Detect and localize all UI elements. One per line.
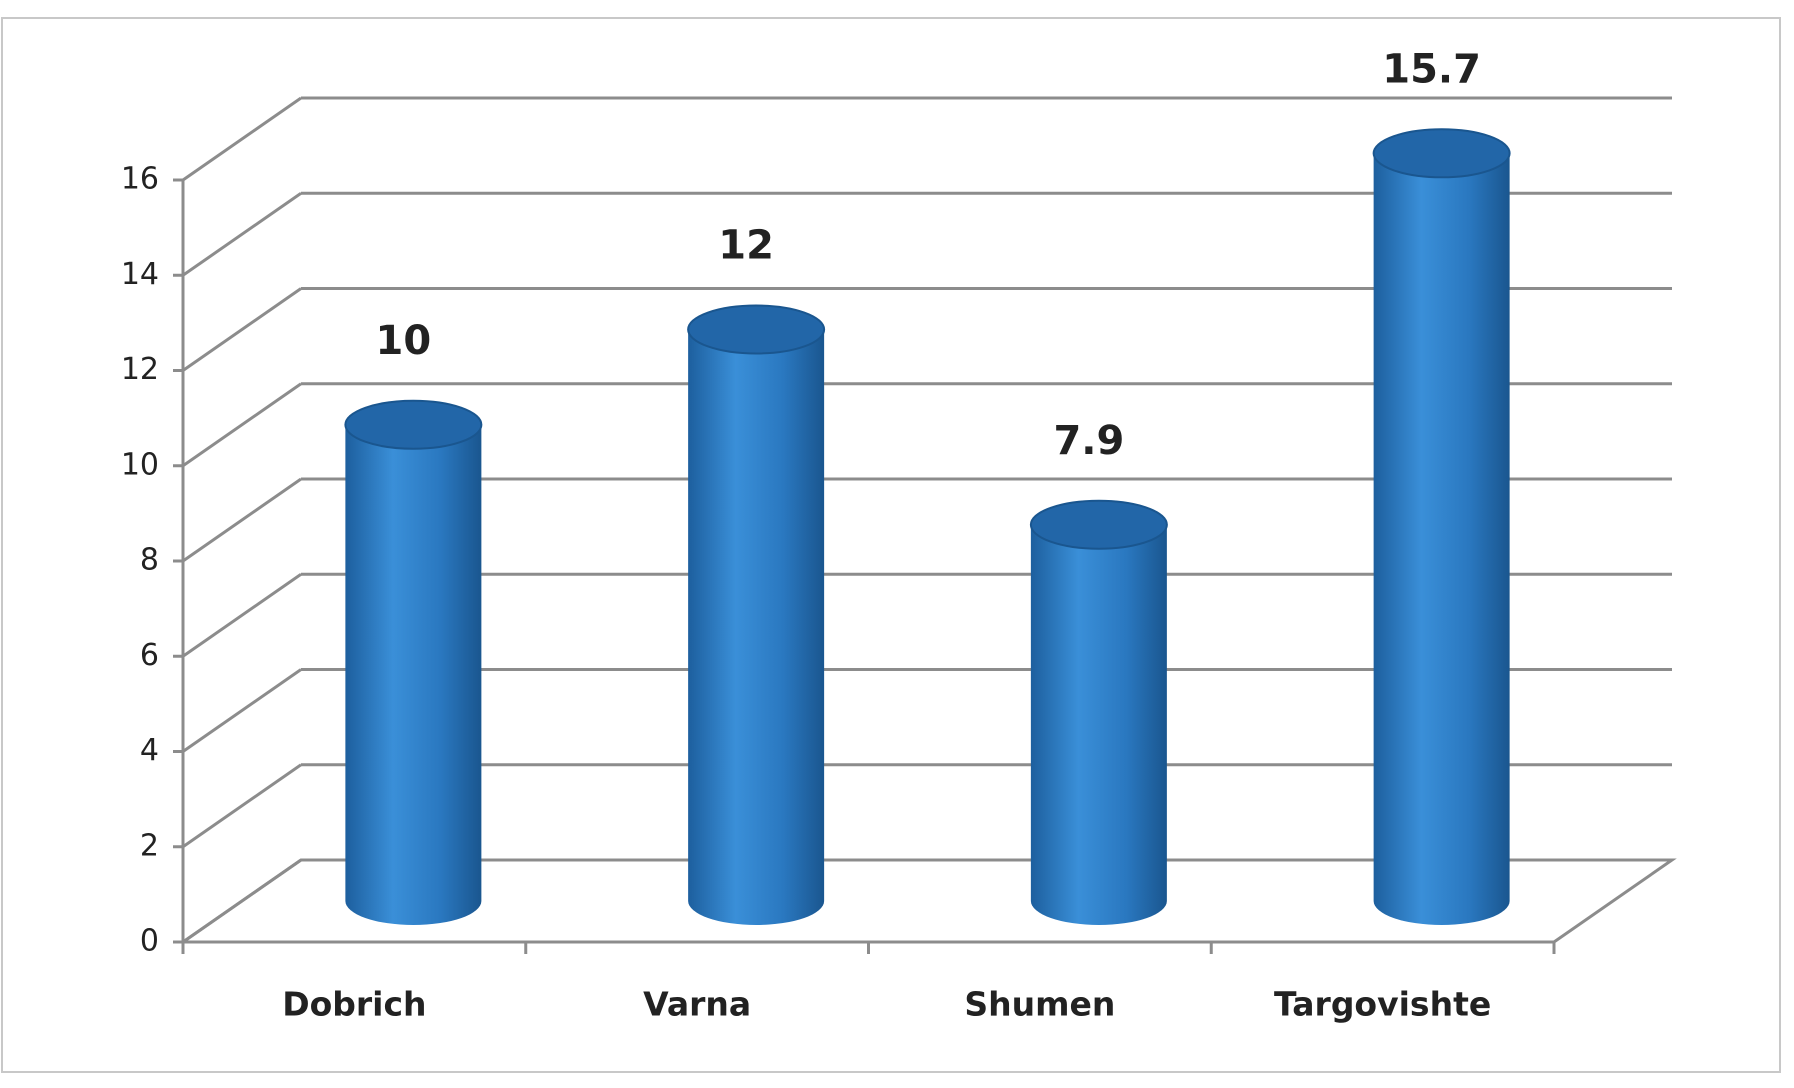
value-label: 7.9 — [1053, 418, 1124, 464]
y-tick-label: 10 — [121, 447, 159, 482]
grid-line — [182, 763, 302, 848]
bar — [1373, 153, 1510, 926]
y-tick-label: 2 — [140, 828, 159, 863]
y-tick-label: 16 — [121, 162, 159, 197]
y-tick-label: 6 — [140, 638, 159, 673]
x-tick-label: Dobrich — [282, 985, 426, 1024]
frame — [1, 17, 1781, 1073]
value-label: 12 — [718, 223, 774, 269]
bar-top — [344, 399, 483, 450]
grid-line — [182, 192, 302, 277]
grid-line — [182, 477, 302, 563]
y-tick-label: 14 — [121, 257, 159, 292]
grid-line — [182, 287, 302, 372]
value-label: 15.7 — [1382, 46, 1481, 92]
bar-top — [1372, 128, 1511, 179]
y-tick-label: 8 — [140, 543, 159, 578]
x-tick-label: Shumen — [964, 985, 1115, 1024]
grid-line — [182, 382, 302, 467]
grid-line — [182, 858, 302, 944]
bar — [1030, 524, 1167, 925]
grid-line — [182, 668, 302, 753]
x-tick-label: Targovishte — [1274, 985, 1491, 1024]
grid-line — [182, 96, 302, 182]
y-tick-label: 0 — [140, 924, 159, 959]
x-tick-label: Varna — [643, 985, 751, 1024]
bar — [345, 424, 482, 925]
bar — [688, 329, 825, 925]
bar-top — [687, 304, 826, 355]
y-tick-label: 12 — [121, 352, 159, 387]
bar-top — [1029, 499, 1168, 550]
grid-line — [182, 573, 302, 658]
y-tick-label: 4 — [140, 733, 159, 768]
value-label: 10 — [376, 318, 432, 364]
